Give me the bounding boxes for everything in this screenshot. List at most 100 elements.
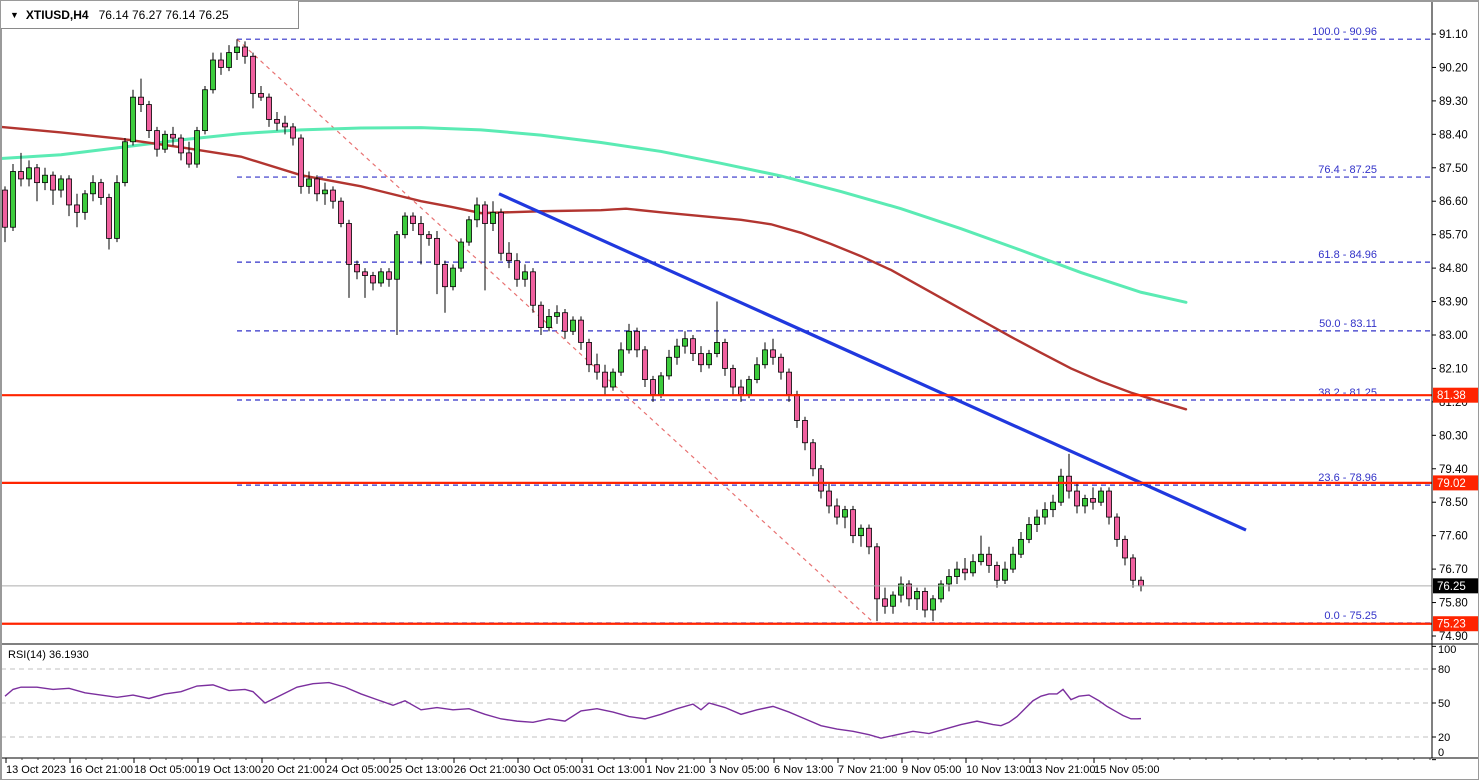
bear-candle — [354, 263, 360, 273]
bull-candle — [162, 133, 168, 150]
candles-layer — [2, 39, 1144, 622]
time-axis-label-17: 15 Nov 05:00 — [1094, 764, 1159, 776]
price-axis-label-90.20: 90.20 — [1439, 62, 1468, 74]
price-axis-label-75.80: 75.80 — [1439, 598, 1468, 610]
bear-candle — [986, 553, 992, 566]
bear-candle — [906, 583, 912, 600]
price-axis-label-82.10: 82.10 — [1439, 363, 1468, 375]
bear-candle — [866, 527, 872, 548]
bull-candle — [322, 189, 328, 195]
bear-candle — [66, 178, 72, 206]
bear-candle — [426, 234, 432, 239]
bear-candle — [2, 189, 8, 228]
bull-candle — [754, 364, 760, 380]
bear-candle — [698, 353, 704, 366]
fib-level-label-4: 38.2 - 81.25 — [1318, 387, 1377, 399]
bear-candle — [242, 46, 248, 57]
bear-candle — [578, 319, 584, 343]
bear-candle — [738, 386, 744, 395]
price-axis-label-87.50: 87.50 — [1439, 163, 1468, 175]
fib-level-label-1: 76.4 - 87.25 — [1318, 164, 1377, 176]
bull-candle — [522, 271, 528, 280]
bear-candle — [602, 371, 608, 388]
time-axis-label-6: 25 Oct 13:00 — [390, 764, 453, 776]
bull-candle — [954, 568, 960, 577]
bull-candle — [1082, 498, 1088, 507]
price-axis-label-86.60: 86.60 — [1439, 196, 1468, 208]
price-axis-label-74.90: 74.90 — [1439, 631, 1468, 643]
bear-candle — [1122, 538, 1128, 559]
fib-baseline-diagonal[interactable] — [236, 38, 875, 624]
bull-candle — [570, 319, 576, 332]
rsi-indicator-label: RSI(14) 36.1930 — [8, 649, 89, 661]
bear-candle — [346, 223, 352, 265]
bull-candle — [1034, 516, 1040, 525]
bull-candle — [194, 130, 200, 165]
time-axis-label-10: 1 Nov 21:00 — [646, 764, 705, 776]
price-axis-label-77.60: 77.60 — [1439, 531, 1468, 543]
bear-candle — [994, 564, 1000, 581]
bear-candle — [314, 178, 320, 195]
bear-candle — [218, 59, 224, 68]
current-price-tag-text: 76.25 — [1437, 581, 1466, 593]
bear-candle — [722, 342, 728, 369]
time-axis-label-14: 9 Nov 05:00 — [902, 764, 961, 776]
bull-candle — [306, 178, 312, 187]
bear-candle — [418, 223, 424, 236]
bear-candle — [1106, 490, 1112, 518]
bull-candle — [610, 371, 616, 388]
bear-candle — [778, 356, 784, 373]
bear-candle — [442, 263, 448, 288]
bear-candle — [154, 130, 160, 150]
bear-candle — [818, 468, 824, 492]
bear-candle — [1090, 498, 1096, 503]
red-price-tag-75.23-bg — [1433, 616, 1478, 632]
rsi-axis-label-50: 50 — [1438, 698, 1450, 710]
price-axis-label-83.00: 83.00 — [1439, 330, 1468, 342]
red-price-tag-79.02-text: 79.02 — [1437, 478, 1466, 490]
bull-candle — [658, 375, 664, 395]
bull-candle — [946, 576, 952, 585]
bear-candle — [186, 152, 192, 165]
descending-trendline[interactable] — [498, 192, 1247, 532]
bull-candle — [394, 234, 400, 280]
time-axis-label-11: 3 Nov 05:00 — [710, 764, 769, 776]
bear-candle — [786, 371, 792, 395]
bull-candle — [226, 52, 232, 68]
bear-candle — [1130, 557, 1136, 581]
bull-candle — [1050, 501, 1056, 511]
bull-candle — [42, 174, 48, 184]
symbol-timeframe-label: XTIUSD,H4 — [25, 7, 89, 22]
price-axis-label-83.90: 83.90 — [1439, 297, 1468, 309]
symbol-dropdown-icon[interactable]: ▼ — [10, 9, 19, 20]
fib-level-label-6: 0.0 - 75.25 — [1324, 610, 1377, 622]
bear-candle — [810, 442, 816, 470]
bear-candle — [770, 349, 776, 358]
bull-candle — [1098, 490, 1104, 503]
bear-candle — [586, 342, 592, 366]
bear-candle — [74, 204, 80, 213]
bull-candle — [82, 193, 88, 213]
bear-candle — [282, 122, 288, 128]
bear-candle — [50, 174, 56, 191]
rsi-axis-label-20: 20 — [1438, 732, 1450, 744]
bear-candle — [826, 490, 832, 507]
bear-candle — [642, 349, 648, 380]
bear-candle — [250, 55, 256, 94]
bear-candle — [146, 104, 152, 132]
bear-candle — [1074, 490, 1080, 507]
bear-candle — [922, 591, 928, 611]
rsi-axis-label-0: 0 — [1438, 747, 1444, 759]
bear-candle — [178, 137, 184, 154]
bull-candle — [978, 553, 984, 563]
bull-candle — [474, 204, 480, 221]
bear-candle — [330, 189, 336, 202]
time-axis-label-8: 30 Oct 05:00 — [518, 764, 581, 776]
bear-candle — [410, 215, 416, 224]
bull-candle — [130, 96, 136, 143]
bear-candle — [874, 546, 880, 600]
bull-candle — [682, 338, 688, 347]
bear-candle — [1138, 579, 1144, 587]
